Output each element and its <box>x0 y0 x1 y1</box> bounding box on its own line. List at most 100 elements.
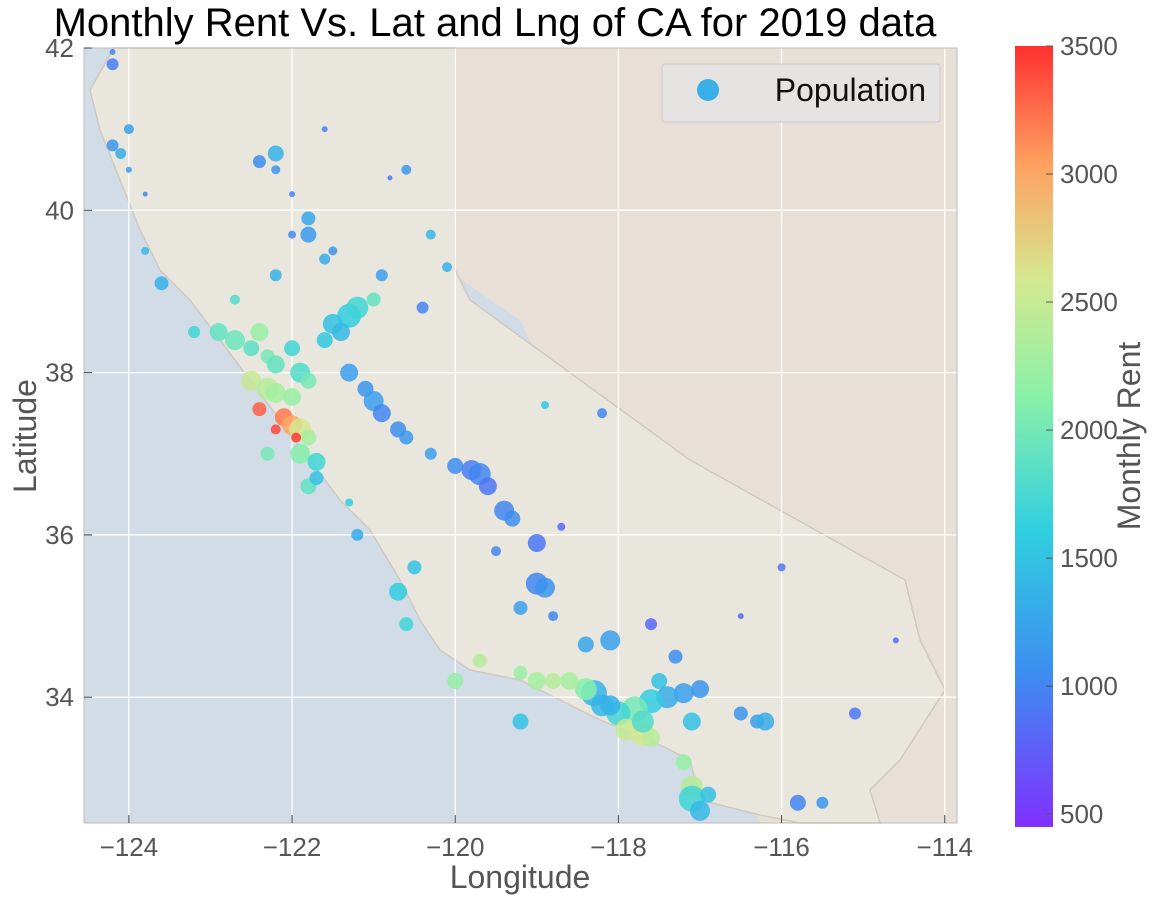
scatter-point <box>389 582 408 601</box>
scatter-point <box>399 617 414 632</box>
colorbar-label: Monthly Rent <box>1111 342 1147 531</box>
scatter-point <box>267 145 284 162</box>
scatter-point <box>472 653 487 668</box>
scatter-point <box>737 613 744 620</box>
scatter-point <box>447 672 464 689</box>
scatter-point <box>269 269 282 282</box>
scatter-point <box>668 649 683 664</box>
scatter-point <box>416 301 429 314</box>
colorbar-tick-label: 1000 <box>1060 671 1118 701</box>
scatter-point <box>548 611 559 622</box>
scatter-points <box>106 49 899 821</box>
colorbar-tick-label: 3500 <box>1060 31 1118 61</box>
scatter-point <box>250 323 269 342</box>
scatter-point <box>229 294 240 305</box>
scatter-point <box>316 332 333 349</box>
scatter-point <box>106 58 119 71</box>
scatter-point <box>375 269 388 282</box>
legend-label: Population <box>775 72 926 108</box>
scatter-point <box>512 713 529 730</box>
scatter-point <box>527 534 546 553</box>
x-tick-label: −122 <box>263 832 322 862</box>
grid-lines <box>84 48 957 823</box>
scatter-point <box>545 672 562 689</box>
scatter-point <box>290 443 311 464</box>
scatter-point <box>289 191 296 198</box>
scatter-point <box>188 326 201 339</box>
scatter-point <box>109 49 116 56</box>
y-axis-label: Latitude <box>7 379 43 493</box>
x-tick-label: −120 <box>426 832 485 862</box>
scatter-point <box>597 408 608 419</box>
scatter-point <box>425 229 436 240</box>
scatter-point <box>372 404 391 423</box>
scatter-point <box>849 707 862 720</box>
scatter-point <box>645 618 658 631</box>
scatter-point <box>651 672 668 689</box>
scatter-point <box>733 706 748 721</box>
scatter-point <box>447 457 464 474</box>
scatter-point <box>141 246 150 255</box>
x-tick-label: −118 <box>590 832 647 862</box>
scatter-point <box>689 800 710 821</box>
scatter-point <box>540 401 549 410</box>
scatter-point <box>346 296 369 319</box>
scatter-point <box>504 510 521 527</box>
colorbar-tick-label: 2500 <box>1060 287 1118 317</box>
scatter-point <box>513 600 528 615</box>
scatter-point <box>756 712 775 731</box>
scatter-point <box>291 432 302 443</box>
scatter-point <box>224 330 245 351</box>
y-tick-label: 34 <box>45 682 74 712</box>
scatter-point <box>319 253 331 265</box>
scatter-point <box>328 246 338 256</box>
y-tick-label: 40 <box>45 195 74 225</box>
scatter-point <box>527 671 546 690</box>
scatter-point <box>673 683 694 704</box>
y-tick-label: 42 <box>45 33 74 63</box>
legend-marker <box>697 79 719 101</box>
scatter-point <box>534 577 555 598</box>
scatter-point <box>789 794 806 811</box>
colorbar <box>1015 46 1053 827</box>
scatter-point <box>478 477 497 496</box>
scatter-point <box>154 276 169 291</box>
scatter-point <box>260 446 275 461</box>
scatter-point <box>123 124 134 135</box>
scatter-point <box>300 226 317 243</box>
scatter-point <box>300 429 317 446</box>
scatter-point <box>401 164 412 175</box>
colorbar-ticks: 500 1000 1500 2000 2500 3000 3500 <box>1046 31 1118 829</box>
scatter-point <box>600 630 621 651</box>
colorbar-tick-label: 3000 <box>1060 159 1118 189</box>
chart-title: Monthly Rent Vs. Lat and Lng of CA for 2… <box>54 1 938 45</box>
x-tick-label: −116 <box>753 832 810 862</box>
scatter-point <box>424 447 437 460</box>
scatter-point <box>675 754 692 771</box>
colorbar-tick-label: 2000 <box>1060 415 1118 445</box>
scatter-point <box>307 452 326 471</box>
scatter-point <box>288 230 297 239</box>
y-tick-label: 38 <box>45 358 74 388</box>
scatter-point <box>252 402 267 417</box>
scatter-point <box>125 166 132 173</box>
scatter-point <box>777 563 786 572</box>
scatter-point <box>600 695 621 716</box>
scatter-point <box>399 430 414 445</box>
plot-frame <box>83 47 958 824</box>
x-tick-label: −114 <box>916 832 973 862</box>
scatter-point <box>407 560 422 575</box>
legend-box <box>661 63 941 123</box>
scatter-point <box>513 665 528 680</box>
scatter-point <box>332 323 351 342</box>
x-axis-ticks: −124 −122 −120 −118 −116 −114 <box>100 815 973 862</box>
plot-area <box>83 47 958 824</box>
scatter-point <box>142 191 148 197</box>
scatter-point <box>577 636 594 653</box>
scatter-point <box>442 262 453 273</box>
california-land <box>89 47 946 824</box>
scatter-point <box>366 292 381 307</box>
colorbar-tick-label: 1500 <box>1060 543 1118 573</box>
scatter-point <box>283 387 302 406</box>
